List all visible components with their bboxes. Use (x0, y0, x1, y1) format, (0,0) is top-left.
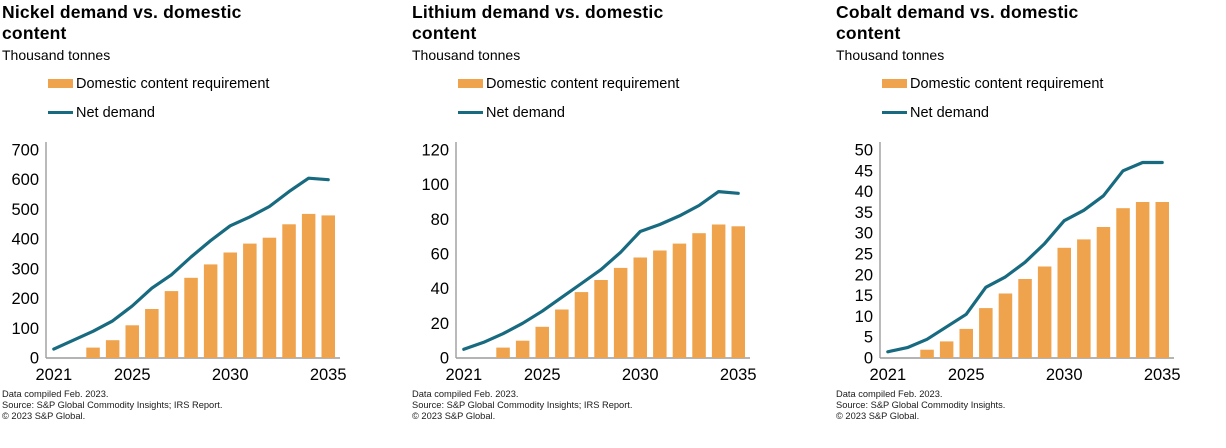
lithium-chart-subtitle: Thousand tonnes (412, 47, 521, 63)
svg-text:2035: 2035 (1144, 366, 1181, 384)
svg-text:40: 40 (855, 183, 873, 201)
svg-text:35: 35 (855, 204, 873, 222)
cobalt-chart-legend: Domestic content requirement Net demand (882, 75, 1226, 121)
svg-text:5: 5 (864, 329, 873, 347)
bar-series-swatch-icon (48, 79, 73, 88)
nickel-chart-footnote: Data compiled Feb. 2023. Source: S&P Glo… (2, 389, 402, 421)
lithium-chart-footnote: Data compiled Feb. 2023. Source: S&P Glo… (412, 389, 812, 421)
footnote-copyright: © 2023 S&P Global. (2, 410, 86, 421)
svg-text:0: 0 (30, 350, 39, 368)
svg-text:40: 40 (431, 280, 449, 298)
footnote-source: Source: S&P Global Commodity Insights. (836, 399, 1006, 410)
footnote-compiled: Data compiled Feb. 2023. (836, 389, 943, 399)
chart-card-lithium: Lithium demand vs. domestic content Thou… (412, 2, 812, 421)
svg-text:45: 45 (855, 162, 873, 180)
svg-text:2035: 2035 (310, 366, 347, 384)
lithium-chart-title: Lithium demand vs. domestic content (412, 2, 664, 43)
legend-item-domestic-content: Domestic content requirement (882, 75, 1226, 92)
cobalt-chart-footnote: Data compiled Feb. 2023. Source: S&P Glo… (836, 389, 1226, 421)
svg-text:0: 0 (440, 350, 449, 368)
bar-series-swatch-icon (458, 79, 483, 88)
svg-text:20: 20 (431, 315, 449, 333)
svg-text:2025: 2025 (524, 366, 561, 384)
svg-text:2025: 2025 (948, 366, 985, 384)
svg-text:60: 60 (431, 246, 449, 264)
svg-text:200: 200 (11, 290, 39, 308)
legend-item-net-demand: Net demand (882, 104, 1226, 121)
nickel-chart-title: Nickel demand vs. domestic content (2, 2, 242, 43)
nickel-chart-legend: Domestic content requirement Net demand (48, 75, 402, 121)
footnote-compiled: Data compiled Feb. 2023. (412, 389, 519, 399)
legend-label: Domestic content requirement (486, 75, 680, 92)
svg-text:50: 50 (855, 142, 873, 160)
svg-text:700: 700 (11, 142, 39, 160)
footnote-copyright: © 2023 S&P Global. (836, 410, 920, 421)
nickel-demand-chart: 0 100 200 300 400 500 600 700 2021 2025 2030 2035 (11, 142, 347, 385)
svg-text:600: 600 (11, 171, 39, 189)
svg-text:25: 25 (855, 246, 873, 264)
svg-text:400: 400 (11, 231, 39, 249)
chart-card-cobalt: Cobalt demand vs. domestic content Thous… (836, 2, 1226, 421)
svg-text:2021: 2021 (445, 366, 482, 384)
legend-label: Domestic content requirement (910, 75, 1104, 92)
cobalt-chart-subtitle: Thousand tonnes (836, 47, 945, 63)
line-series-swatch-icon (458, 110, 483, 115)
bar-series-swatch-icon (882, 79, 907, 88)
legend-item-net-demand: Net demand (48, 104, 402, 121)
legend-item-domestic-content: Domestic content requirement (458, 75, 812, 92)
svg-text:20: 20 (855, 266, 873, 284)
svg-text:2035: 2035 (720, 366, 757, 384)
footnote-source: Source: S&P Global Commodity Insights; I… (412, 399, 633, 410)
nickel-chart-subtitle: Thousand tonnes (2, 47, 111, 63)
svg-text:0: 0 (864, 350, 873, 368)
legend-label: Net demand (910, 104, 989, 121)
svg-text:2030: 2030 (622, 366, 659, 384)
footnote-compiled: Data compiled Feb. 2023. (2, 389, 109, 399)
svg-text:2025: 2025 (114, 366, 151, 384)
svg-text:300: 300 (11, 260, 39, 278)
svg-text:80: 80 (431, 211, 449, 229)
legend-label: Domestic content requirement (76, 75, 270, 92)
svg-text:100: 100 (421, 176, 449, 194)
svg-text:500: 500 (11, 201, 39, 219)
footnote-copyright: © 2023 S&P Global. (412, 410, 496, 421)
cobalt-chart-title: Cobalt demand vs. domestic content (836, 2, 1079, 43)
chart-card-nickel: Nickel demand vs. domestic content Thous… (2, 2, 402, 421)
svg-text:10: 10 (855, 308, 873, 326)
svg-text:2030: 2030 (1046, 366, 1083, 384)
legend-item-net-demand: Net demand (458, 104, 812, 121)
footnote-source: Source: S&P Global Commodity Insights; I… (2, 399, 223, 410)
legend-label: Net demand (76, 104, 155, 121)
legend-item-domestic-content: Domestic content requirement (48, 75, 402, 92)
svg-text:30: 30 (855, 225, 873, 243)
line-series-swatch-icon (882, 110, 907, 115)
charts-row: Nickel demand vs. domestic content Thous… (2, 2, 1226, 421)
svg-text:2030: 2030 (212, 366, 249, 384)
svg-text:2021: 2021 (869, 366, 906, 384)
legend-label: Net demand (486, 104, 565, 121)
svg-text:100: 100 (11, 320, 39, 338)
lithium-demand-chart: 0 20 40 60 80 100 120 2021 2025 2030 2035 (421, 142, 757, 385)
svg-text:2021: 2021 (35, 366, 72, 384)
svg-text:120: 120 (421, 142, 449, 160)
line-series-swatch-icon (48, 110, 73, 115)
svg-text:15: 15 (855, 287, 873, 305)
lithium-chart-legend: Domestic content requirement Net demand (458, 75, 812, 121)
